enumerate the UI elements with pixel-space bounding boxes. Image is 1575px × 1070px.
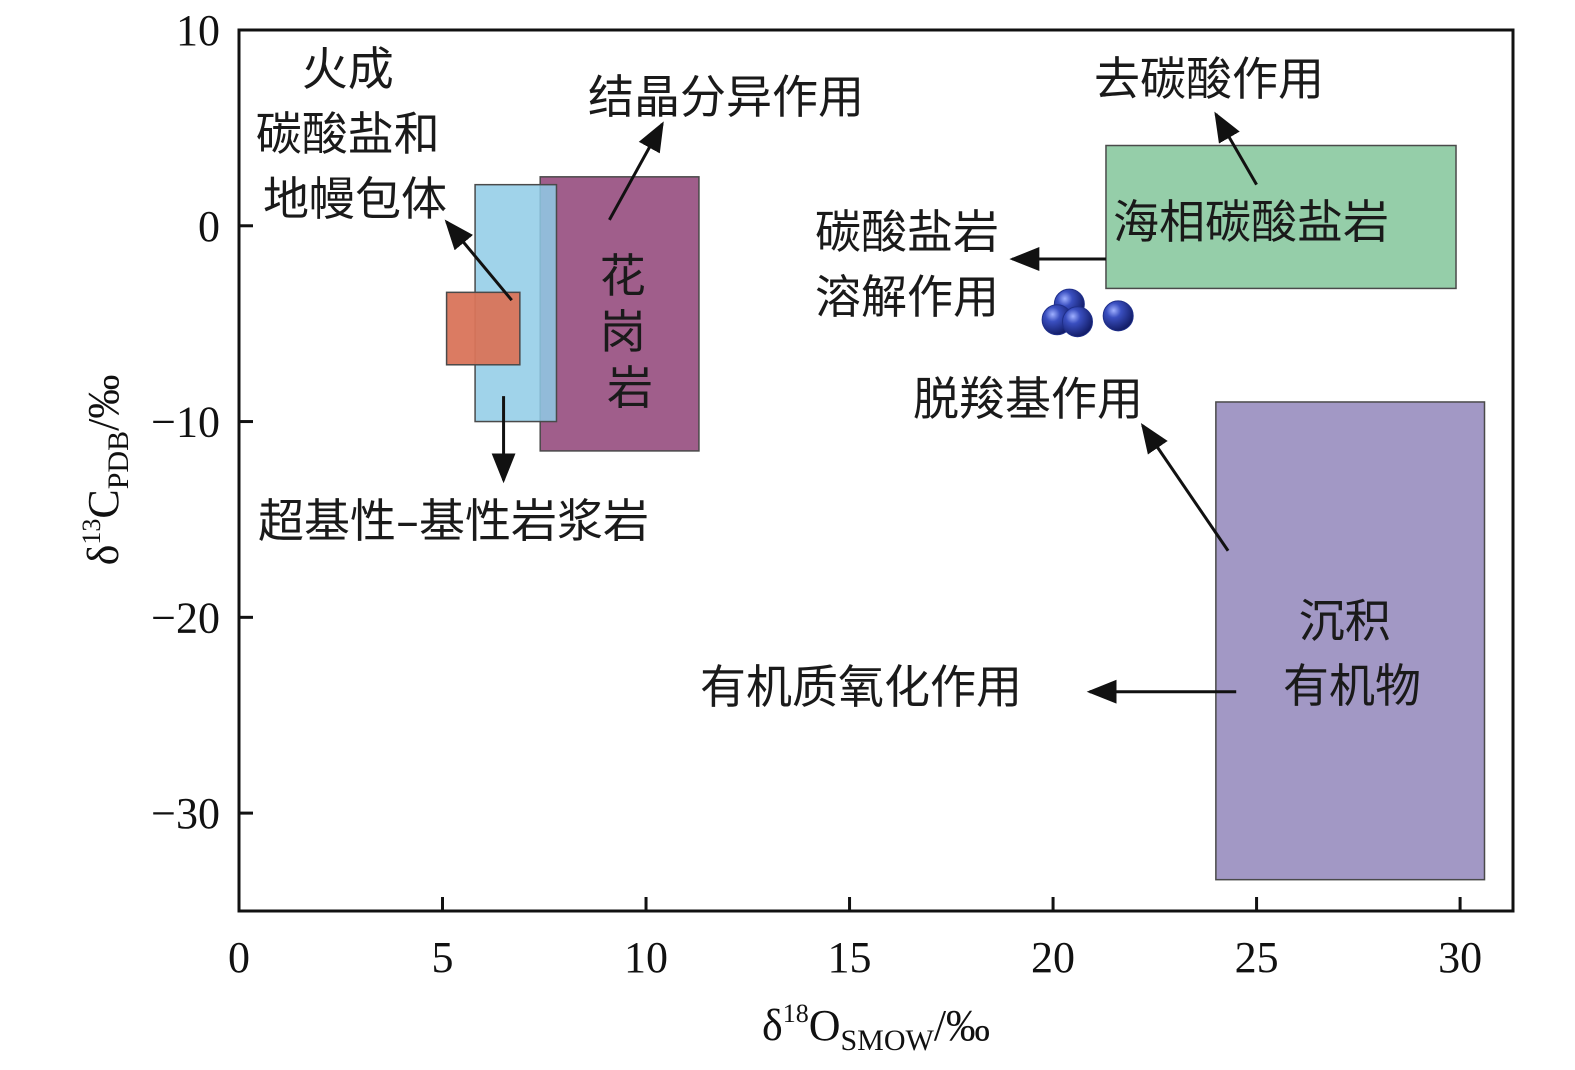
x-axis-title: δ18OSMOW/‰ (762, 999, 990, 1057)
data-point-3 (1061, 306, 1093, 338)
region-marine-carbonate (1105, 144, 1457, 290)
x-tick-label-10: 10 (624, 933, 668, 982)
y-tick-label--30: −30 (151, 789, 220, 838)
label-ultrabasic: 超基性–基性岩浆岩 (258, 494, 649, 548)
label-crystallization: 结晶分异作用 (588, 70, 864, 124)
region-layer (445, 144, 1486, 881)
point-layer (1041, 288, 1134, 338)
y-tick-label-10: 10 (176, 6, 220, 55)
label-marine-carbonate: 海相碳酸盐岩 (1113, 195, 1389, 249)
label-decarboxylation: 脱羧基作用 (913, 372, 1143, 426)
label-sedimentary-organic: 沉积 有机物 (1283, 594, 1421, 713)
x-tick-label-15: 15 (828, 933, 872, 982)
y-tick-label--10: −10 (151, 398, 220, 447)
x-tick-label-0: 0 (228, 933, 250, 982)
region-sedimentary-organic (1215, 401, 1486, 881)
y-axis-title: δ13CPDB/‰ (77, 375, 135, 566)
label-igneous-carbonate: 火成 碳酸盐和 地幔包体 (256, 42, 455, 226)
y-tick-label--20: −20 (151, 593, 220, 642)
y-tick-label-0: 0 (198, 202, 220, 251)
region-igneous-carbonate-mantle (445, 291, 521, 366)
data-point-4 (1102, 300, 1134, 332)
arrow-decarboxylation (1140, 422, 1230, 552)
arrow-decarbonation (1214, 111, 1258, 186)
label-decarbonation: 去碳酸作用 (1094, 52, 1324, 106)
arrow-layer (444, 111, 1258, 704)
x-tick-label-30: 30 (1438, 933, 1482, 982)
arrow-crystallization (608, 121, 664, 221)
arrow-igneous (444, 219, 513, 302)
label-dissolution: 碳酸盐岩 溶解作用 (815, 205, 1014, 324)
plot-frame (237, 28, 1515, 913)
x-tick-label-25: 25 (1235, 933, 1279, 982)
x-axis-ticks: 0 5 10 15 20 25 30 (228, 897, 1482, 982)
label-granite: 花 岗 岩 (600, 249, 661, 415)
x-tick-label-20: 20 (1031, 933, 1075, 982)
label-oxidation: 有机质氧化作用 (700, 660, 1022, 714)
y-axis-ticks: 10 0 −10 −20 −30 (151, 6, 253, 838)
x-tick-label-5: 5 (432, 933, 454, 982)
region-granite (539, 176, 700, 452)
